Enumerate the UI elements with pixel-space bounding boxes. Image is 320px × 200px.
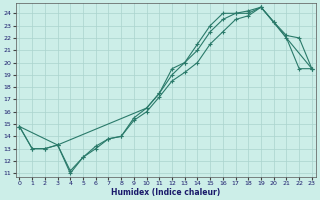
X-axis label: Humidex (Indice chaleur): Humidex (Indice chaleur) [111,188,220,197]
